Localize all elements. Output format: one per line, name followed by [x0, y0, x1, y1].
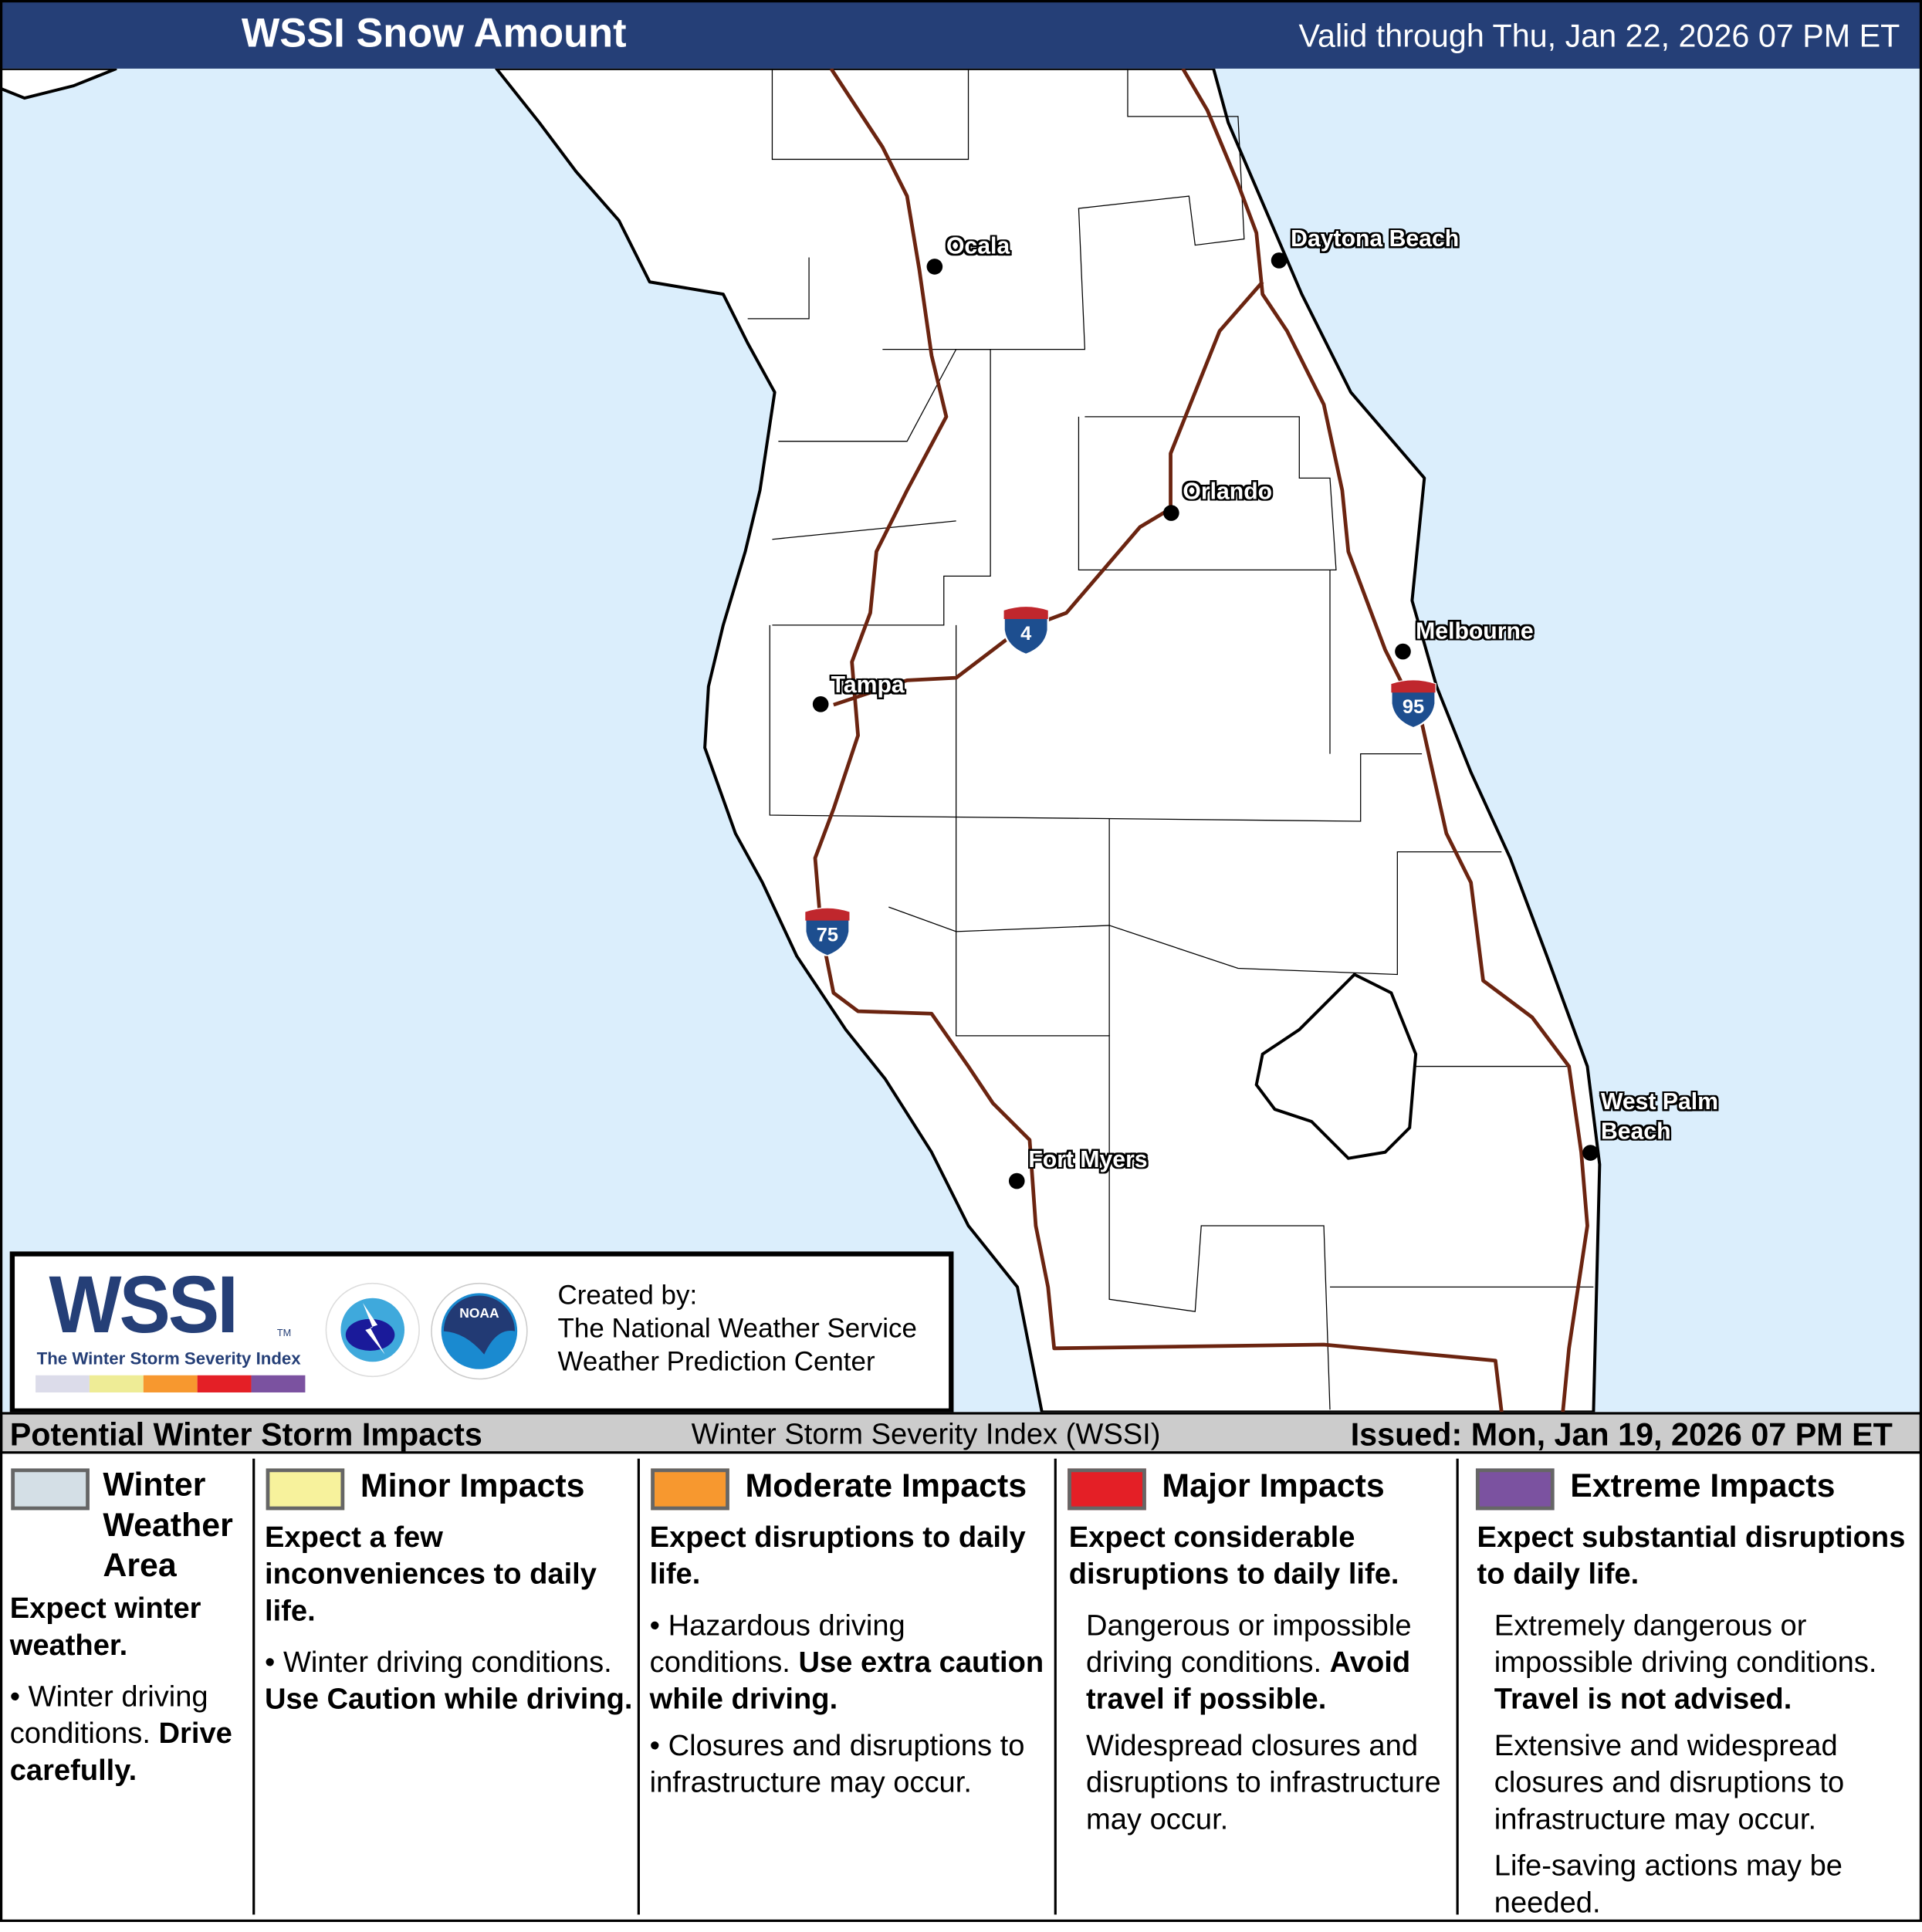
city-label-melbourne: Melbourne: [1416, 618, 1534, 645]
category-bullet: • Hazardous driving conditions. Use extr…: [649, 1609, 1044, 1717]
category-lead: Expect considerable disruptions to daily…: [1068, 1521, 1399, 1592]
legend-moderate: Moderate Impacts Expect disruptions to d…: [640, 1459, 1054, 1915]
category-text: Expect winter weather. • Winter driving …: [10, 1591, 250, 1799]
category-bullet: Extremely dangerous or impossible drivin…: [1477, 1608, 1917, 1718]
city-label-orlando: Orlando: [1183, 479, 1273, 506]
city-label-tampa: Tampa: [831, 672, 905, 699]
legend-minor: Minor Impacts Expect a few inconvenience…: [255, 1459, 637, 1915]
bullet-bold: Avoid travel if possible.: [1085, 1646, 1411, 1717]
bullet-text: Extremely dangerous or impossible drivin…: [1494, 1609, 1877, 1680]
index-name: Winter Storm Severity Index (WSSI): [691, 1418, 1161, 1452]
bullet-bold: Drive carefully.: [9, 1717, 232, 1788]
city-dot-fort-myers: [1008, 1172, 1025, 1189]
interstate-75-shield: 75: [803, 907, 852, 957]
city-dot-orlando: [1163, 505, 1179, 521]
swatch-major: [1068, 1468, 1146, 1511]
wssi-logo: WSSI: [49, 1258, 239, 1350]
category-bullet: Widespread closures and disruptions to i…: [1069, 1728, 1451, 1839]
city-label-ocala: Ocala: [946, 234, 1010, 260]
city-dot-daytona-beach: [1271, 252, 1288, 269]
city-dot-tampa: [812, 695, 829, 712]
category-bullet: • Closures and disruptions to infrastruc…: [649, 1729, 1025, 1800]
interstate-4-route: [833, 280, 1264, 707]
category-bullet: Life-saving actions may be needed.: [1477, 1849, 1917, 1922]
category-title: Moderate Impacts: [745, 1467, 1027, 1504]
impacts-header-bar: Potential Winter Storm Impacts Winter St…: [0, 1412, 1922, 1454]
category-bullet: Extensive and widespread closures and di…: [1477, 1728, 1917, 1839]
header-bar: WSSI Snow Amount Valid through Thu, Jan …: [0, 0, 1922, 69]
created-by-label: Created by:: [557, 1279, 698, 1311]
divider: [252, 1458, 255, 1915]
map-area: Ocala Daytona Beach Orlando Melbourne Ta…: [0, 66, 1922, 1414]
valid-through: Valid through Thu, Jan 22, 2026 07 PM ET: [1298, 17, 1900, 54]
bullet-text: Hazardous driving conditions.: [649, 1609, 905, 1680]
city-label-west-palm-beach: West Palm Beach: [1600, 1089, 1718, 1145]
interstate-4-number: 4: [1020, 624, 1032, 645]
org-nws: The National Weather Service: [557, 1312, 917, 1344]
city-dot-ocala: [926, 259, 943, 275]
map-title: WSSI Snow Amount: [241, 9, 627, 56]
bullet-text: Extensive and widespread closures and di…: [1494, 1729, 1845, 1836]
swatch-winter-weather: [11, 1468, 90, 1511]
divider: [637, 1458, 640, 1915]
category-title: Extreme Impacts: [1570, 1467, 1836, 1504]
interstate-75-route: [813, 67, 1504, 1413]
divider: [1054, 1458, 1057, 1915]
interstate-95-shield: 95: [1389, 679, 1438, 729]
florida-map: [0, 66, 1922, 1414]
category-title: Minor Impacts: [360, 1467, 585, 1504]
bullet-bold: Travel is not advised.: [1494, 1683, 1792, 1717]
legend-major: Major Impacts Expect considerable disrup…: [1057, 1459, 1457, 1915]
category-text: Expect considerable disruptions to daily…: [1069, 1520, 1451, 1849]
legend-winter-weather: Winter Weather Area Expect winter weathe…: [0, 1459, 252, 1915]
bullet-bold: Use Caution while driving.: [265, 1683, 633, 1717]
county-lines: [747, 68, 1594, 1410]
bullet-text: Closures and disruptions to infrastructu…: [649, 1729, 1025, 1800]
bullet-text: Dangerous or impossible driving conditio…: [1085, 1609, 1412, 1680]
legend-extreme: Extreme Impacts Expect substantial disru…: [1459, 1459, 1920, 1920]
city-dot-west-palm-beach: [1582, 1145, 1599, 1161]
swatch-minor: [266, 1468, 345, 1511]
nws-logo-icon: [325, 1282, 420, 1378]
city-label-fort-myers: Fort Myers: [1028, 1147, 1148, 1173]
org-wpc: Weather Prediction Center: [557, 1345, 875, 1377]
category-bullet: • Winter driving conditions. Drive caref…: [9, 1680, 232, 1788]
noaa-logo-icon: NOAA: [431, 1282, 528, 1380]
credits-box: WSSI TM The Winter Storm Severity Index …: [9, 1251, 954, 1413]
bullet-text: Life-saving actions may be needed.: [1494, 1849, 1843, 1920]
noaa-text: NOAA: [459, 1305, 499, 1321]
panhandle-land: [0, 66, 117, 100]
category-bullet: Dangerous or impossible driving conditio…: [1069, 1608, 1451, 1718]
category-text: Expect a few inconveniences to daily lif…: [265, 1520, 635, 1728]
swatch-moderate: [651, 1468, 729, 1511]
category-lead: Expect winter weather.: [9, 1592, 201, 1663]
interstate-4-shield: 4: [1001, 605, 1051, 656]
category-text: Expect disruptions to daily life. • Haza…: [650, 1520, 1047, 1812]
credits-text: Created by: The National Weather Service…: [558, 1278, 917, 1378]
divider: [1456, 1458, 1459, 1915]
lake-okeechobee: [1254, 973, 1418, 1160]
trademark: TM: [276, 1327, 292, 1339]
category-lead: Expect a few inconveniences to daily lif…: [265, 1521, 597, 1628]
issued-time: Issued: Mon, Jan 19, 2026 07 PM ET: [1350, 1416, 1893, 1453]
bullet-bold: Use extra caution while driving.: [649, 1646, 1044, 1717]
bullet-text: Widespread closures and disruptions to i…: [1085, 1729, 1441, 1836]
category-lead: Expect disruptions to daily life.: [649, 1521, 1026, 1592]
category-title: Major Impacts: [1162, 1467, 1385, 1504]
swatch-extreme: [1475, 1468, 1555, 1511]
category-lead: Expect substantial disruptions to daily …: [1477, 1521, 1906, 1592]
category-title: Winter Weather Area: [103, 1466, 233, 1584]
bullet-text: Winter driving conditions.: [9, 1680, 208, 1751]
interstate-75-number: 75: [816, 925, 839, 946]
interstate-95-number: 95: [1402, 697, 1425, 719]
impacts-title: Potential Winter Storm Impacts: [9, 1416, 482, 1453]
category-bullet: • Winter driving conditions. Use Caution…: [265, 1646, 633, 1717]
bullet-text: Winter driving conditions.: [283, 1646, 612, 1680]
city-dot-melbourne: [1395, 643, 1411, 660]
wssi-color-bar: [36, 1375, 306, 1392]
wssi-subtitle: The Winter Storm Severity Index: [36, 1348, 301, 1369]
city-label-daytona-beach: Daytona Beach: [1291, 226, 1460, 253]
category-text: Expect substantial disruptions to daily …: [1477, 1520, 1917, 1932]
